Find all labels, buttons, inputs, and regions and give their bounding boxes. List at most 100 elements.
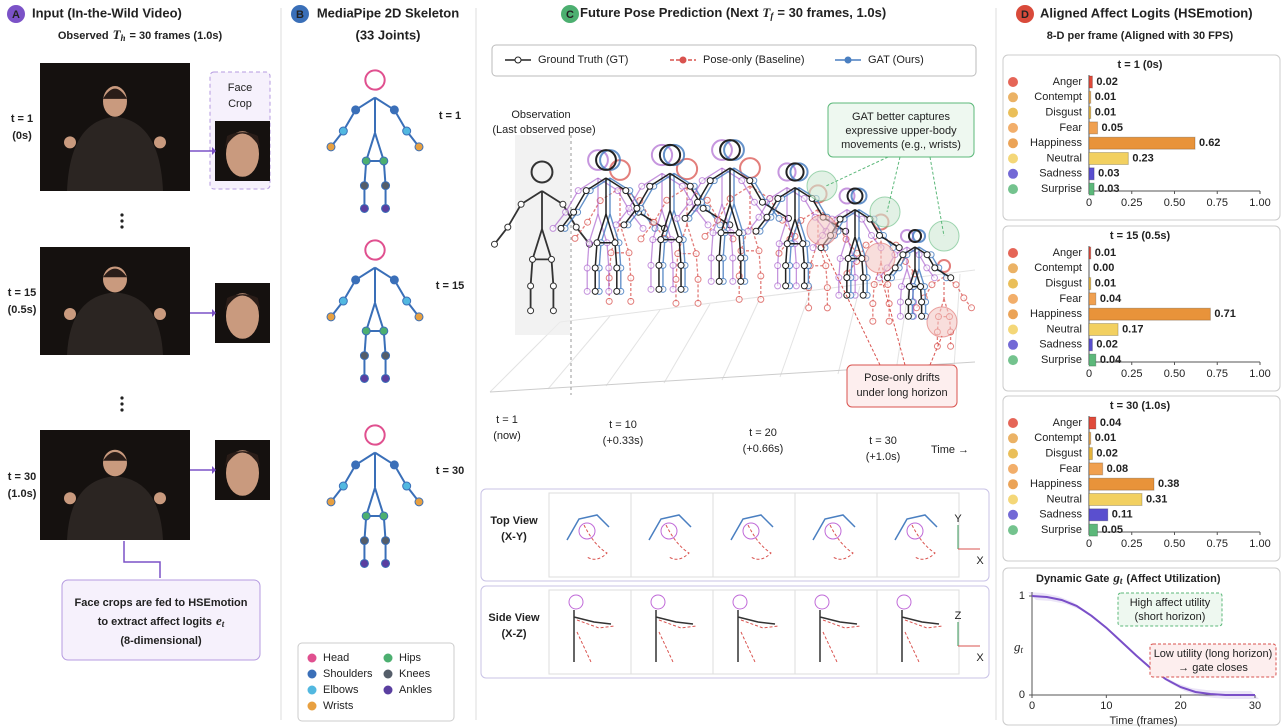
joint (339, 297, 347, 305)
category-label: Fear (1059, 122, 1082, 134)
joint (380, 157, 388, 165)
x-tick-label: 0.75 (1207, 538, 1228, 550)
joint (360, 559, 368, 567)
emotion-icon (1008, 449, 1018, 459)
joint (639, 183, 645, 189)
legend-label: Elbows (323, 684, 359, 696)
joint (360, 182, 368, 190)
joint (801, 196, 807, 202)
x-tick-label: 0 (1086, 368, 1092, 380)
joint (380, 512, 388, 520)
figure: AInput (In-the-Wild Video)ObservedTh= 30… (0, 0, 1283, 728)
joint (558, 225, 564, 231)
joint (738, 255, 744, 261)
joint (560, 201, 566, 207)
joint (530, 256, 536, 262)
joint (739, 178, 745, 184)
chart-title: Dynamic Gategt(Affect Utilization) (1036, 570, 1221, 586)
joint (693, 251, 699, 257)
legend-label: Shoulders (323, 668, 373, 680)
emotion-icon (1008, 77, 1018, 87)
view-cell (631, 590, 713, 674)
value-label: 0.08 (1107, 463, 1128, 475)
ellipsis-dot (120, 225, 123, 228)
panel-title: Input (In-the-Wild Video) (32, 5, 182, 20)
legend-label: Hips (399, 652, 422, 664)
x-tick-label: 0.50 (1164, 538, 1185, 550)
joint (592, 265, 598, 271)
joint (673, 276, 679, 282)
highlight (870, 197, 900, 227)
category-label: Neutral (1047, 323, 1082, 335)
ellipsis-dot (120, 213, 123, 216)
ellipsis-dot (120, 219, 123, 222)
joint (615, 188, 621, 194)
value-label: 0.00 (1093, 262, 1114, 274)
joint (860, 275, 866, 281)
joint (801, 263, 807, 269)
joint (756, 248, 762, 254)
category-label: Disgust (1045, 278, 1082, 290)
highlight (865, 243, 895, 273)
joint (606, 298, 612, 304)
joint (628, 275, 634, 281)
time-sub: (now) (493, 430, 521, 442)
joint (783, 283, 789, 289)
joint (793, 263, 799, 269)
joint (352, 461, 360, 469)
legend-swatch (384, 654, 393, 663)
legend-label: Pose-only (Baseline) (703, 54, 805, 66)
panel-subtitle-text: Observed (58, 30, 109, 42)
joint (415, 498, 423, 506)
joint (678, 286, 684, 292)
joint (905, 313, 911, 319)
joint (606, 265, 612, 271)
joint (518, 201, 524, 207)
legend-box (298, 643, 454, 721)
badge-letter: A (12, 9, 20, 21)
view-sub: (X-Y) (501, 531, 527, 543)
category-label: Happiness (1030, 308, 1082, 320)
hand (64, 492, 76, 504)
joint (382, 537, 390, 545)
panel-title-text: Future Pose Prediction (Next (580, 5, 759, 20)
joint (716, 255, 722, 261)
joint (918, 284, 924, 290)
joint (705, 222, 711, 228)
bar (1089, 76, 1092, 88)
joint (885, 282, 891, 288)
joint (382, 204, 390, 212)
time-label: t = 30 (869, 435, 897, 447)
joint (390, 461, 398, 469)
x-tick-label: 0.50 (1164, 197, 1185, 209)
joint (575, 188, 581, 194)
joint (919, 299, 925, 305)
joint (656, 262, 662, 268)
bar (1089, 122, 1098, 134)
time-label: t = 20 (749, 427, 777, 439)
panel-subtitle: (33 Joints) (355, 27, 420, 42)
joint (647, 183, 653, 189)
emotion-icon (1008, 294, 1018, 304)
joint (608, 250, 614, 256)
value-label: 0.05 (1102, 122, 1123, 134)
joint (656, 286, 662, 292)
bar (1089, 463, 1103, 475)
joint (775, 196, 781, 202)
legend-label: Knees (399, 668, 431, 680)
view-cell (713, 590, 795, 674)
joint (695, 199, 701, 205)
category-label: Happiness (1030, 137, 1082, 149)
joint (352, 106, 360, 114)
value-label: 0.38 (1158, 478, 1179, 490)
panel-subtitle-text: = 30 frames (1.0s) (130, 30, 223, 42)
emotion-icon (1008, 479, 1018, 489)
value-label: 0.71 (1214, 308, 1235, 320)
joint (651, 219, 657, 225)
note-text: → gate closes (1178, 662, 1248, 674)
joint (776, 241, 782, 247)
joint (362, 327, 370, 335)
value-label: 0.01 (1095, 278, 1116, 290)
joint (682, 215, 688, 221)
legend-dot (845, 57, 851, 63)
